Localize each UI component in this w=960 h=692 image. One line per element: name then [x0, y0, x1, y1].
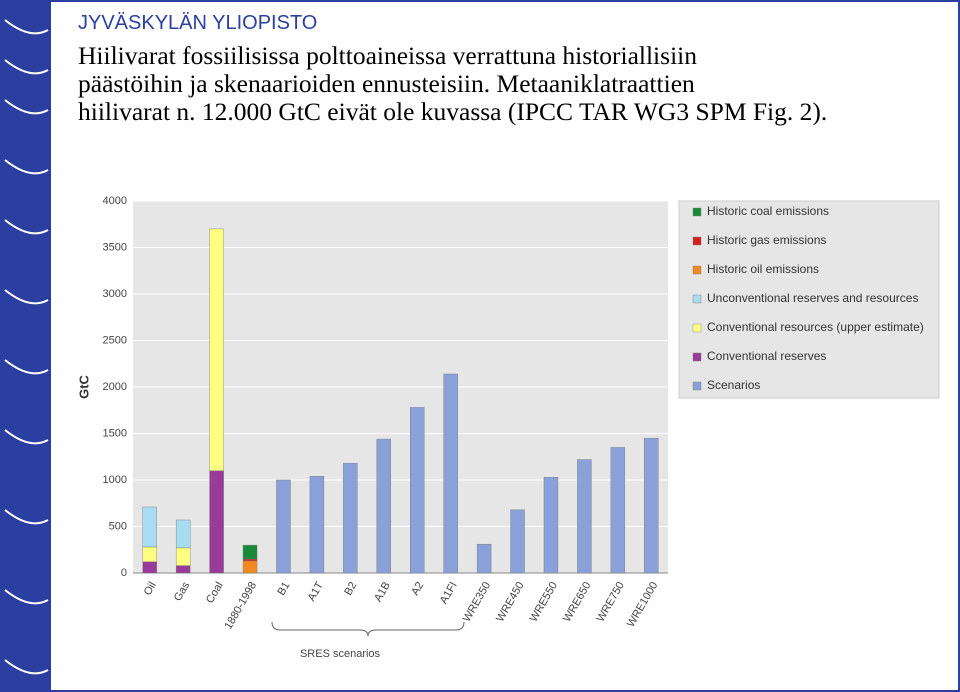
- title-line: hiilivarat n. 12.000 GtC eivät ole kuvas…: [78, 97, 828, 126]
- legend-swatch: [692, 265, 702, 275]
- y-tick-label: 0: [121, 567, 127, 579]
- bar-segment: [276, 479, 291, 574]
- x-tick-label: WRE350: [461, 580, 493, 624]
- annotation: SRES scenarios: [300, 648, 381, 660]
- bar-segment: [142, 561, 157, 574]
- x-tick-label: 1880-1998: [222, 580, 259, 632]
- bar-segment: [376, 438, 391, 574]
- bar-segment: [610, 447, 626, 574]
- bar-segment: [410, 407, 425, 574]
- y-tick-label: 3500: [103, 241, 127, 253]
- bar-segment: [577, 459, 592, 574]
- legend-swatch: [692, 207, 702, 217]
- legend-swatch: [692, 236, 702, 246]
- bar-segment: [443, 373, 458, 574]
- bar-segment: [543, 477, 559, 574]
- title: Hiilivarat fossiilisissa polttoaineissa …: [78, 42, 827, 126]
- y-tick-label: 2000: [103, 381, 127, 393]
- legend-label: Historic coal emissions: [707, 204, 829, 218]
- bar-segment: [343, 463, 358, 574]
- org-name: JYVÄSKYLÄN YLIOPISTO: [78, 12, 318, 34]
- x-tick-label: WRE1000: [625, 580, 660, 629]
- x-tick-label: A1T: [306, 580, 327, 604]
- x-tick-label: A1FI: [438, 580, 460, 606]
- title-line: päästöihin ja skenaarioiden ennusteisiin…: [78, 69, 695, 98]
- legend-swatch: [692, 323, 702, 333]
- bar-segment: [510, 509, 525, 574]
- legend-label: Historic oil emissions: [707, 262, 819, 276]
- x-tick-label: Coal: [204, 580, 226, 606]
- bar-segment: [142, 506, 157, 548]
- slide-border: [49, 0, 960, 692]
- x-tick-label: A1B: [372, 580, 393, 604]
- bar-segment: [142, 546, 157, 563]
- x-tick-label: WRE550: [528, 580, 560, 624]
- x-tick-label: Oil: [142, 580, 159, 598]
- side-pattern: [4, 19, 49, 675]
- bar-segment: [242, 558, 258, 562]
- bracket: [271, 621, 465, 637]
- legend-swatch: [692, 381, 702, 391]
- bar-segment: [175, 547, 191, 566]
- y-tick-label: 2500: [103, 334, 127, 346]
- y-tick-label: 1500: [103, 427, 127, 439]
- bar-segment: [476, 543, 492, 574]
- x-tick-label: B2: [342, 580, 359, 598]
- legend-label: Historic gas emissions: [707, 233, 826, 247]
- x-tick-label: WRE750: [595, 580, 627, 624]
- bar-segment: [209, 228, 224, 471]
- side-band: [0, 0, 50, 692]
- x-tick-label: WRE450: [494, 580, 526, 624]
- bar-segment: [175, 519, 191, 549]
- x-tick-label: Gas: [172, 580, 193, 604]
- bar-segment: [242, 560, 258, 574]
- y-tick-label: 4000: [103, 195, 127, 207]
- legend-label: Unconventional reserves and resources: [707, 291, 918, 305]
- title-line: Hiilivarat fossiilisissa polttoaineissa …: [78, 41, 697, 70]
- legend-label: Conventional reserves: [707, 349, 826, 363]
- bar-segment: [209, 470, 224, 574]
- legend-label: Scenarios: [707, 378, 760, 392]
- legend-swatch: [692, 352, 702, 362]
- x-tick-label: A2: [409, 580, 426, 598]
- legend-label: Conventional resources (upper estimate): [707, 320, 924, 334]
- y-axis-label: GtC: [76, 374, 91, 398]
- x-tick-label: B1: [275, 580, 292, 598]
- bar-segment: [644, 437, 659, 574]
- bar-segment: [309, 476, 325, 574]
- bar-segment: [175, 565, 191, 574]
- legend-box: [678, 200, 940, 399]
- y-tick-label: 500: [109, 520, 127, 532]
- y-tick-label: 1000: [103, 474, 127, 486]
- bar-segment: [242, 544, 258, 560]
- y-tick-label: 3000: [103, 288, 127, 300]
- x-tick-label: WRE650: [561, 580, 593, 624]
- legend-swatch: [692, 294, 702, 304]
